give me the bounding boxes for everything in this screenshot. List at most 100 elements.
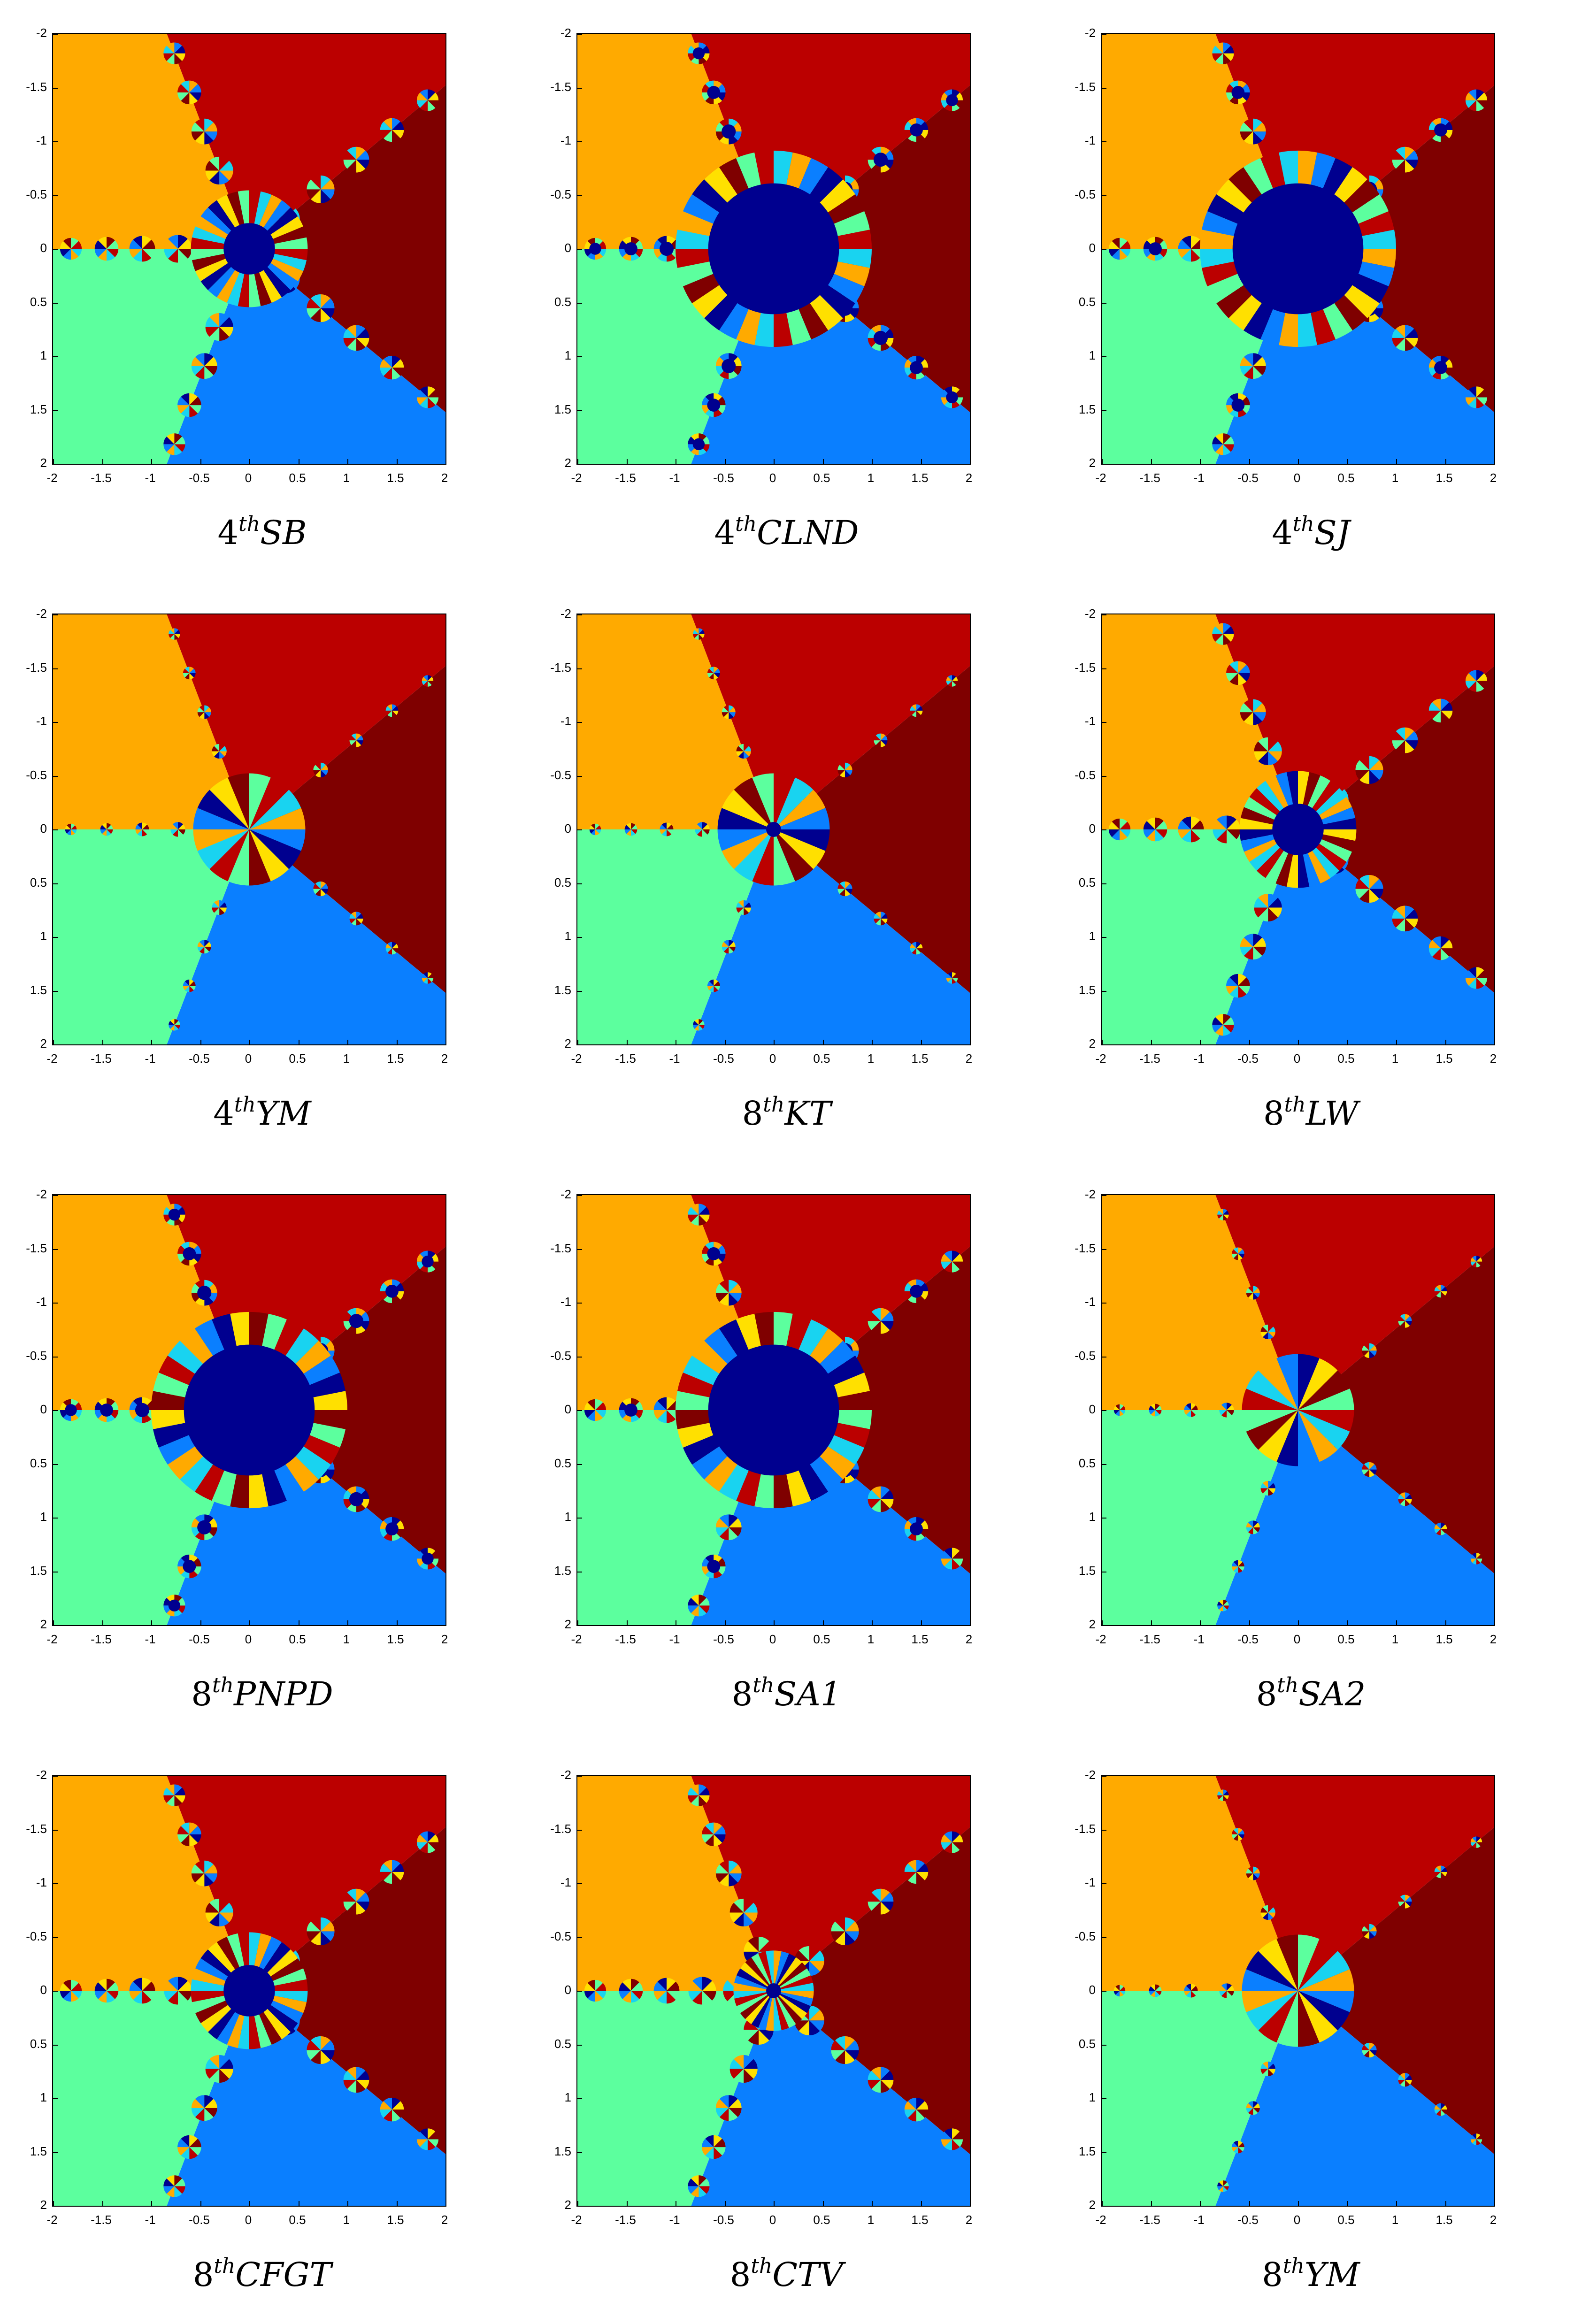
caption-superscript: th [751,2254,773,2278]
x-tick-label: -1 [669,471,680,485]
boundary-bulb [1260,1324,1275,1340]
boundary-bulb [212,744,227,759]
y-tick-label: -2 [36,606,47,621]
y-tick-mark [53,1518,58,1519]
basin-panel: -2 -1.5 -1 -0.5 0 0.5 1 1.5 2 -2 -1.5 -1 -0.5 0 0.5 1 1.… [1049,581,1573,1161]
boundary-bulb [177,1822,201,1847]
x-tick-label: -0.5 [1237,2213,1259,2227]
x-tick-mark [1347,1040,1348,1044]
y-tick-mark [53,1991,58,1992]
x-tick-mark [445,459,446,464]
boundary-bulb [1246,1520,1260,1534]
boundary-bulb [1212,623,1234,645]
x-tick-label: -1 [145,1051,156,1066]
y-tick-label: 0 [40,821,47,836]
boundary-bulb [1428,936,1453,960]
caption-method: SJ [1314,514,1350,552]
y-tick-mark [577,141,582,142]
boundary-bulb [584,238,607,260]
y-tick-label: -2 [560,1187,571,1201]
boundary-bulb [1149,1984,1162,1997]
panel-caption: 4thSJ [1049,512,1573,554]
boundary-bulb [1465,89,1488,111]
y-tick-label: 1 [40,348,47,362]
boundary-bulb [380,355,404,380]
x-tick-mark [151,1620,152,1625]
y-tick-mark [577,2098,582,2099]
boundary-bulb [380,1279,404,1304]
boundary-bulb [1226,80,1250,105]
x-tick-mark [249,1040,250,1044]
x-tick-mark [774,1620,775,1625]
boundary-bulb [343,146,369,173]
caption-method: CTV [772,2255,844,2294]
boundary-bulb [1226,393,1250,417]
x-tick-label: 1.5 [1436,1051,1453,1066]
y-tick-mark [53,1776,58,1777]
boundary-bulb [205,1898,233,1926]
boundary-bulb [1231,1247,1244,1260]
basin-image [1102,34,1494,464]
boundary-bulb [868,146,894,173]
panel-caption: 4thCLND [524,512,1049,554]
y-tick-mark [577,2206,582,2207]
boundary-bulb [1398,1492,1412,1506]
boundary-bulb [910,942,923,955]
boundary-bulb [177,80,201,105]
boundary-bulb [416,1250,439,1273]
x-tick-label: -1.5 [91,2213,112,2227]
x-tick-mark [1494,1040,1495,1044]
y-tick-label: -1.5 [26,660,47,675]
y-tick-mark [53,1829,58,1831]
caption-order: 8 [192,2255,214,2294]
basin-image [577,1195,970,1625]
y-tick-mark [53,614,58,615]
x-tick-mark [577,1040,578,1044]
y-tick-label: 1 [1089,929,1096,943]
y-tick-mark [577,1883,582,1884]
y-tick-mark [577,249,582,250]
x-tick-label: 0.5 [813,1632,830,1646]
caption-method: SB [260,514,307,552]
boundary-bulb [1392,905,1418,932]
y-tick-label: -2 [36,1187,47,1201]
caption-order: 4 [714,514,736,552]
y-tick-mark [53,1195,58,1196]
y-tick-mark [577,2044,582,2046]
x-tick-mark [200,1040,201,1044]
caption-method: CLND [757,514,859,552]
x-tick-label: -1.5 [1139,1632,1160,1646]
x-tick-label: 2 [965,2213,973,2227]
boundary-bulb [416,386,439,408]
boundary-bulb [1398,2073,1412,2087]
y-tick-label: 1 [564,1510,571,1524]
boundary-bulb [416,89,439,111]
boundary-bulb [60,1399,82,1421]
y-tick-label: -0.5 [26,1929,47,1943]
x-tick-mark [347,459,348,464]
y-tick-mark [53,1625,58,1626]
center-flower [676,1312,872,1509]
boundary-bulb [904,2097,929,2122]
caption-superscript: th [752,1673,775,1697]
y-tick-mark [1102,668,1106,669]
x-tick-mark [1200,1040,1201,1044]
y-tick-mark [1102,1464,1106,1465]
x-tick-label: 0.5 [289,1632,306,1646]
boundary-bulb [1217,2180,1229,2192]
y-tick-label: 0 [1089,1402,1096,1416]
y-tick-mark [577,1776,582,1777]
y-tick-mark [577,1991,582,1992]
basin-orange-region [53,34,249,249]
x-tick-mark [102,2201,103,2206]
boundary-bulb [1434,1522,1447,1535]
x-tick-mark [774,1040,775,1044]
x-tick-label: 2 [965,1632,973,1646]
x-tick-label: 0 [245,1051,252,1066]
boundary-bulb [1254,737,1282,765]
boundary-bulb [422,675,434,687]
boundary-bulb [1213,815,1241,844]
basin-image [577,614,970,1044]
boundary-bulb [385,942,399,955]
x-tick-mark [1445,459,1446,464]
